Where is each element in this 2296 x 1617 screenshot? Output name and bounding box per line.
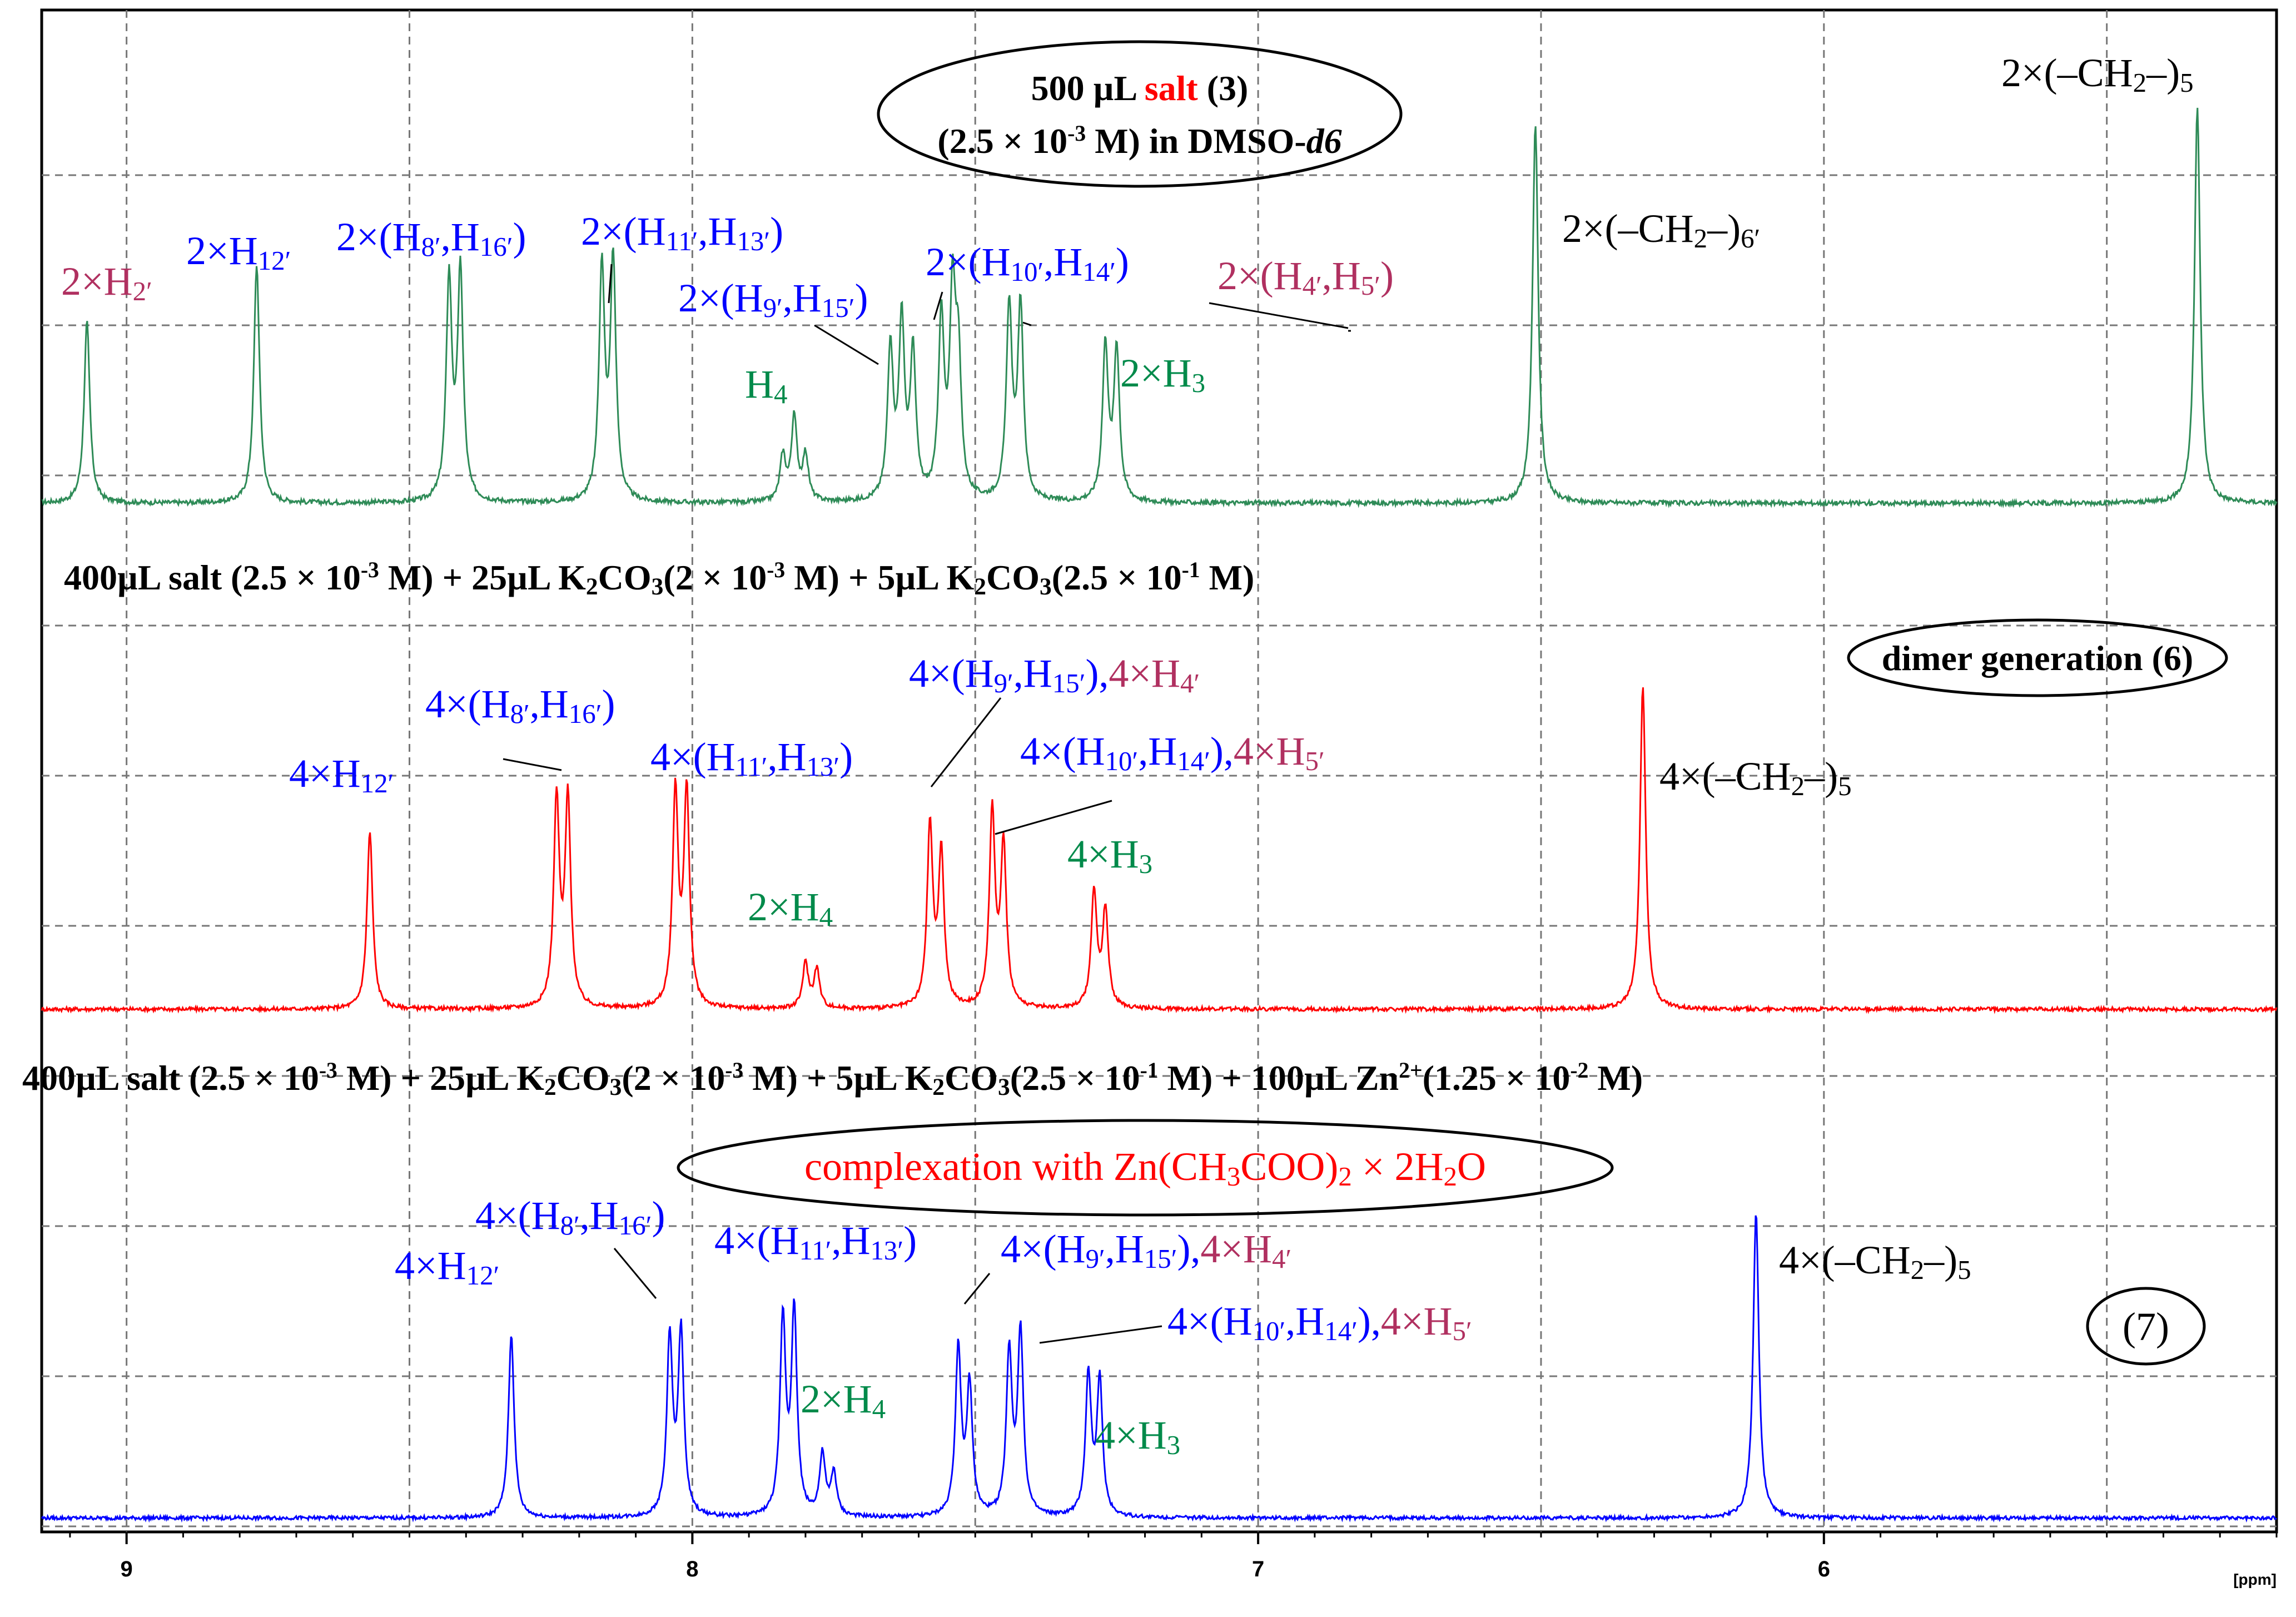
leader-line bbox=[1209, 302, 1349, 329]
annotation-layer: 500 µL salt (3) (2.5 × 10-3 M) in DMSO-d6… bbox=[22, 40, 2228, 1460]
x-tick-label: 9 bbox=[121, 1557, 133, 1581]
spectrum-title-middle: 400µL salt (2.5 × 10-3 M) + 25µL K2CO3(2… bbox=[64, 558, 1254, 600]
peak-label-middle-7: 4×(–CH2–)5 bbox=[1659, 754, 1852, 801]
peak-label-bottom-0: 4×H12′ bbox=[395, 1243, 499, 1291]
x-unit-label: [ppm] bbox=[2233, 1571, 2277, 1588]
spectrum-top bbox=[41, 107, 2278, 509]
x-tick-label: 6 bbox=[1818, 1557, 1830, 1581]
badge-middle: dimer generation (6) bbox=[1882, 638, 2193, 678]
peak-label-middle-4: 4×(H10′,H14′),4×H5′ bbox=[1020, 729, 1325, 776]
leader-line bbox=[995, 800, 1112, 835]
spectrum-title-top: 500 µL salt (3) bbox=[1031, 68, 1249, 108]
badge-ellipse-compound bbox=[2086, 1287, 2206, 1366]
leader-line bbox=[933, 291, 943, 320]
peak-label-bottom-6: 4×H3 bbox=[1095, 1413, 1180, 1460]
badge-ellipse-middle bbox=[1847, 618, 2228, 697]
peak-label-middle-0: 4×H12′ bbox=[289, 751, 394, 798]
leader-line bbox=[1039, 1325, 1162, 1344]
peak-label-top-3: 2×(H11′,H13′) bbox=[581, 209, 783, 256]
leader-line bbox=[814, 324, 879, 365]
peak-label-top-5: 2×(H10′,H14′) bbox=[926, 240, 1129, 287]
leader-line bbox=[613, 1248, 657, 1299]
peak-label-middle-2: 4×(H11′,H13′) bbox=[650, 735, 853, 782]
peak-label-top-2: 2×(H8′,H16′) bbox=[336, 215, 526, 262]
spectrum-title-bottom: 400µL salt (2.5 × 10-3 M) + 25µL K2CO3(2… bbox=[22, 1058, 1643, 1100]
x-tick-label: 8 bbox=[686, 1557, 698, 1581]
peak-label-top-9: 2×(–CH2–)6′ bbox=[1562, 206, 1760, 254]
title-ellipse-top bbox=[877, 40, 1403, 188]
spectrum-subtitle-top: (2.5 × 10-3 M) in DMSO-d6 bbox=[937, 121, 1341, 161]
plot-frame bbox=[40, 8, 2278, 1534]
peak-label-top-4: 2×(H9′,H15′) bbox=[678, 276, 868, 323]
peak-label-bottom-2: 4×(H11′,H13′) bbox=[714, 1218, 917, 1266]
x-axis: 9 8 7 6 [ppm] bbox=[69, 1532, 2278, 1588]
peak-label-bottom-5: 2×H4 bbox=[801, 1377, 886, 1424]
peak-label-middle-6: 4×H3 bbox=[1067, 832, 1152, 879]
spectra-layer bbox=[41, 107, 2278, 1523]
badge-bottom: complexation with Zn(CH3COO)2 × 2H2O bbox=[804, 1144, 1486, 1192]
peak-label-middle-1: 4×(H8′,H16′) bbox=[425, 682, 615, 729]
peak-label-top-8: 2×H3 bbox=[1120, 351, 1205, 398]
peak-label-middle-5: 2×H4 bbox=[748, 885, 833, 932]
peak-label-bottom-4: 4×(H10′,H14′),4×H5′ bbox=[1167, 1299, 1472, 1346]
grid-layer bbox=[40, 8, 2278, 1534]
leader-line bbox=[608, 264, 613, 304]
peak-label-top-6: 2×(H4′,H5′) bbox=[1217, 254, 1394, 301]
peak-label-top-7: H4 bbox=[745, 362, 787, 409]
leader-line bbox=[503, 758, 562, 771]
peak-label-top-10: 2×(–CH2–)5 bbox=[2001, 51, 2194, 98]
leader-line bbox=[963, 1273, 991, 1304]
peak-label-bottom-1: 4×(H8′,H16′) bbox=[475, 1193, 665, 1241]
peak-label-bottom-7: 4×(–CH2–)5 bbox=[1779, 1238, 1971, 1285]
peak-label-top-0: 2×H2′ bbox=[61, 259, 152, 306]
leader-line bbox=[1022, 321, 1032, 326]
peak-label-middle-3: 4×(H9′,H15′),4×H4′ bbox=[909, 651, 1200, 698]
spectrum-bottom bbox=[41, 1215, 2277, 1523]
badge-compound: (7) bbox=[2123, 1304, 2169, 1349]
leader-line bbox=[930, 697, 1002, 787]
x-tick-label: 7 bbox=[1252, 1557, 1264, 1581]
badge-ellipse-bottom bbox=[677, 1119, 1614, 1217]
spectrum-middle bbox=[41, 687, 2278, 1014]
peak-label-bottom-3: 4×(H9′,H15′),4×H4′ bbox=[1001, 1227, 1291, 1274]
peak-label-top-1: 2×H12′ bbox=[186, 229, 291, 276]
